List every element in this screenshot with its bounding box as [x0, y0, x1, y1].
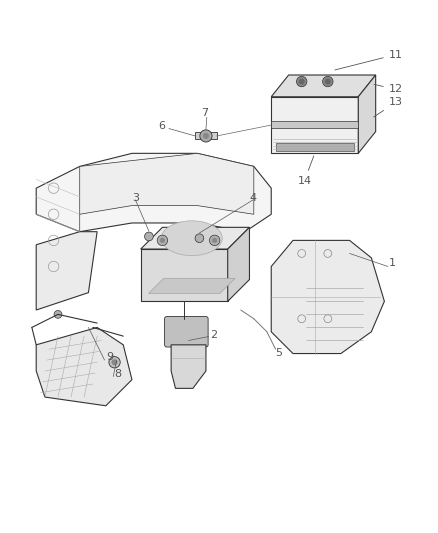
Text: 6: 6 [158, 122, 165, 132]
Polygon shape [271, 97, 358, 154]
Text: 4: 4 [250, 193, 257, 203]
Text: 11: 11 [335, 50, 403, 70]
FancyBboxPatch shape [165, 317, 208, 347]
Polygon shape [36, 154, 271, 232]
Polygon shape [271, 75, 376, 97]
Circle shape [109, 357, 120, 368]
Circle shape [54, 310, 62, 318]
Circle shape [299, 78, 305, 85]
Circle shape [157, 235, 168, 246]
Polygon shape [36, 327, 132, 406]
Circle shape [160, 238, 165, 243]
Text: 9: 9 [106, 352, 113, 362]
Polygon shape [148, 278, 235, 294]
Polygon shape [171, 345, 206, 389]
Polygon shape [358, 75, 376, 154]
Circle shape [203, 133, 209, 139]
Text: 14: 14 [297, 156, 314, 186]
Text: 3: 3 [132, 193, 139, 203]
Circle shape [322, 76, 333, 87]
Polygon shape [195, 133, 217, 140]
Polygon shape [141, 228, 250, 249]
Polygon shape [141, 249, 228, 301]
Text: 12: 12 [374, 84, 403, 94]
Polygon shape [228, 228, 250, 301]
Text: 2: 2 [210, 330, 217, 340]
Circle shape [297, 76, 307, 87]
Text: 13: 13 [374, 98, 403, 117]
Polygon shape [271, 121, 358, 128]
Circle shape [145, 232, 153, 241]
Text: 5: 5 [276, 348, 283, 358]
Circle shape [325, 78, 331, 85]
Circle shape [209, 235, 220, 246]
Polygon shape [271, 240, 385, 353]
Text: 8: 8 [115, 369, 122, 379]
Text: 7: 7 [201, 108, 209, 118]
Polygon shape [36, 232, 97, 310]
Bar [276, 143, 354, 151]
Text: 1: 1 [389, 259, 396, 269]
Circle shape [200, 130, 212, 142]
Circle shape [112, 359, 117, 365]
Circle shape [195, 234, 204, 243]
Polygon shape [80, 154, 254, 232]
Circle shape [212, 238, 217, 243]
Ellipse shape [161, 221, 222, 256]
